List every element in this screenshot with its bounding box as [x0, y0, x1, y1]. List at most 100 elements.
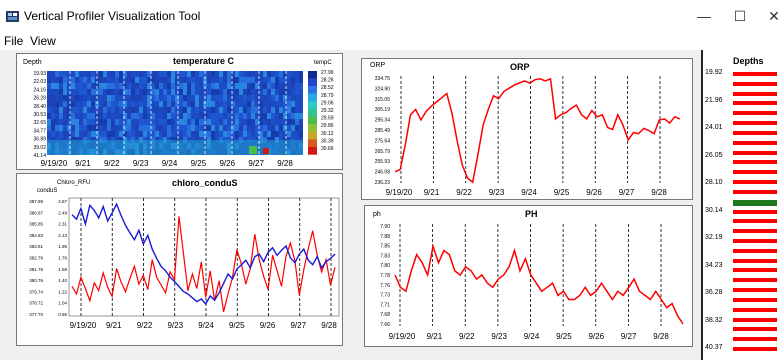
depth-bar[interactable]: [733, 347, 777, 351]
heatmap-cell: [75, 119, 79, 125]
depth-bar[interactable]: [733, 130, 777, 135]
heatmap-cell: [247, 131, 251, 137]
depth-bar[interactable]: [733, 72, 777, 76]
depth-bar[interactable]: [733, 219, 777, 224]
maximize-button[interactable]: ☐: [733, 8, 747, 24]
depth-bar[interactable]: [733, 101, 777, 106]
heatmap-cell: [235, 119, 239, 125]
heatmap-cell: [183, 101, 187, 107]
heatmap-cell: [79, 77, 83, 83]
depth-bar[interactable]: [733, 307, 777, 312]
heatmap-cell: [143, 113, 147, 119]
depth-bar[interactable]: [733, 170, 777, 175]
depth-bar[interactable]: [733, 229, 777, 234]
heatmap-cell: [295, 113, 299, 119]
depth-bar[interactable]: [733, 288, 777, 293]
heatmap-cell: [151, 107, 155, 113]
depth-bar[interactable]: [733, 160, 777, 165]
depth-bar[interactable]: [733, 81, 777, 86]
heatmap-cell: [47, 95, 51, 101]
temperature-xtick-label: 9/23: [133, 159, 149, 168]
heatmap-cell: [283, 89, 287, 95]
heatmap-cell: [291, 113, 295, 119]
heatmap-cell: [103, 89, 107, 95]
depth-bar[interactable]: [733, 327, 777, 332]
temperature-ytick-label: 36.89: [33, 137, 46, 143]
depth-bar[interactable]: [733, 91, 777, 96]
orp-xtick-label: 9/21: [424, 188, 440, 197]
heatmap-cell: [59, 125, 63, 131]
chloro-ylabel: Chloro_RFU: [57, 180, 90, 186]
heatmap-cell: [139, 71, 143, 77]
heatmap-cell: [159, 131, 163, 137]
depth-bar[interactable]: [733, 278, 777, 283]
ph-chart[interactable]: PH ph 7.90 7.88 7.85 7.83 7.80 7.78 7.76 7.73 7.…: [365, 206, 693, 347]
heatmap-cell: [275, 95, 279, 101]
heatmap-cell: [263, 101, 267, 107]
heatmap-cell: [91, 71, 95, 77]
heatmap-cell: [271, 125, 275, 131]
depth-bar[interactable]: [733, 150, 777, 155]
heatmap-cell: [171, 77, 175, 83]
menu-view[interactable]: View: [30, 34, 56, 48]
heatmap-cell: [111, 113, 115, 119]
depth-bar[interactable]: [733, 317, 777, 322]
close-button[interactable]: ✕: [768, 8, 780, 24]
heatmap-cell: [235, 113, 239, 119]
depth-bar[interactable]: [733, 297, 777, 302]
depth-bar-selected[interactable]: [733, 199, 777, 206]
heatmap-cell: [175, 77, 179, 83]
depth-bar[interactable]: [733, 268, 777, 273]
depth-bar[interactable]: [733, 180, 777, 185]
heatmap-cell: [87, 119, 91, 125]
heatmap-cell: [211, 119, 215, 125]
minimize-button[interactable]: —: [697, 8, 711, 24]
orp-chart[interactable]: ORP ORP 334.75 324.90 315.05 305.19 295.34 28…: [362, 59, 693, 200]
chloro-conduS-chart[interactable]: chloro_conduS Chloro_RFU conduS 387.89 38…: [17, 174, 343, 346]
depth-bar[interactable]: [733, 189, 777, 194]
heatmap-cell: [219, 107, 223, 113]
heatmap-cell: [207, 107, 211, 113]
heatmap-cell: [139, 113, 143, 119]
heatmap-cell: [175, 71, 179, 77]
heatmap-cell: [247, 119, 251, 125]
temperature-chart[interactable]: temperature C Depth tempC 19.93 22.03 24.1…: [17, 54, 343, 170]
heatmap-cell: [51, 89, 55, 95]
heatmap-cell: [123, 113, 127, 119]
heatmap-cell: [51, 113, 55, 119]
conduS-series-line: [71, 216, 336, 312]
depth-bar[interactable]: [733, 248, 777, 253]
heatmap-cell: [279, 71, 283, 77]
heatmap-cell: [251, 95, 255, 101]
heatmap-cell: [279, 125, 283, 131]
heatmap-cell: [59, 71, 63, 77]
heatmap-cell: [251, 107, 255, 113]
depth-bar[interactable]: [733, 337, 777, 342]
menu-file[interactable]: File: [4, 34, 24, 48]
depth-bar[interactable]: [733, 121, 777, 126]
heatmap-cell: [99, 119, 103, 125]
heatmap-cell: [279, 77, 283, 83]
heatmap-cell: [287, 125, 291, 131]
heatmap-cell: [119, 71, 123, 77]
heatmap-cell: [287, 113, 291, 119]
temperature-ytick-label: 39.02: [33, 145, 46, 151]
depth-bar[interactable]: [733, 258, 777, 263]
heatmap-cell: [239, 89, 243, 95]
heatmap-cell: [67, 113, 71, 119]
depth-bar[interactable]: [733, 238, 777, 243]
heatmap-cell: [75, 125, 79, 131]
heatmap-cell: [91, 113, 95, 119]
heatmap-cell: [135, 95, 139, 101]
heatmap-cell: [131, 125, 135, 131]
heatmap-cell: [147, 83, 151, 89]
heatmap-cell: [267, 71, 271, 77]
heatmap-cell: [75, 77, 79, 83]
depth-bar[interactable]: [733, 111, 777, 116]
heatmap-cell: [115, 107, 119, 113]
heatmap-cell: [223, 107, 227, 113]
heatmap-cell: [147, 95, 151, 101]
depth-bar[interactable]: [733, 209, 777, 214]
depth-bar[interactable]: [733, 140, 777, 145]
heatmap-cell: [123, 89, 127, 95]
